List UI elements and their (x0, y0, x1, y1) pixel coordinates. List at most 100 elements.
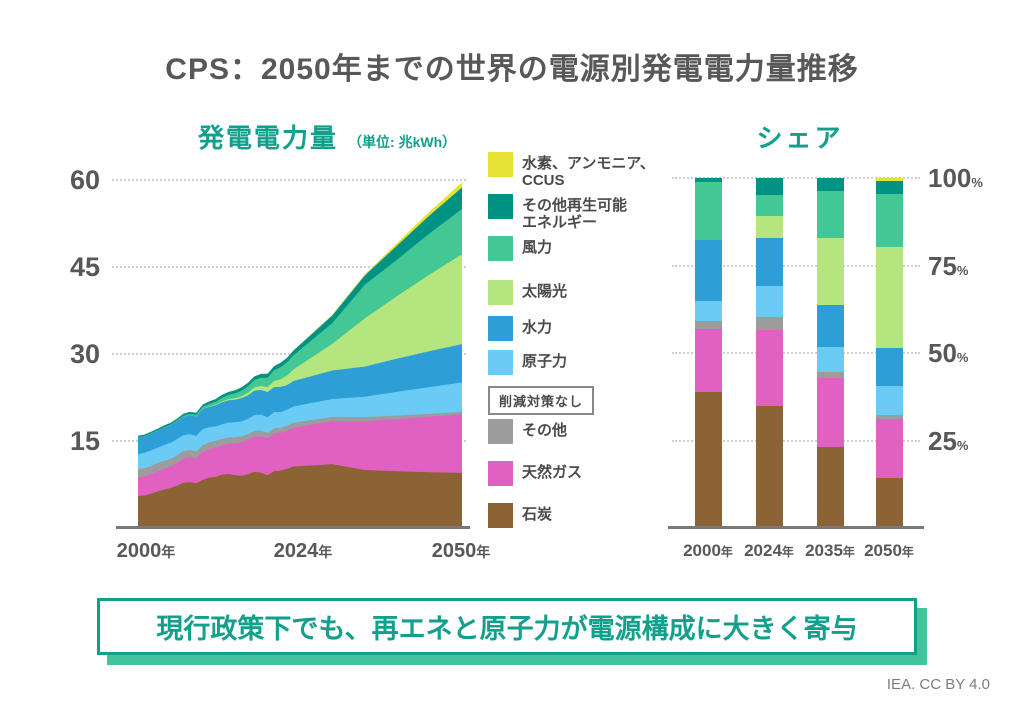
legend-item-coal: 石炭 (488, 503, 552, 528)
share-xtick-2035-value: 2035 (805, 541, 843, 560)
legend-label-hydrogen: 水素、アンモニア、 CCUS (522, 155, 655, 189)
share-bar-2024-segment-wind (756, 194, 783, 217)
share-bar-2050-segment-nuclear (876, 385, 903, 415)
share-xtick-2050-unit: 年 (901, 545, 914, 559)
solar-swatch (488, 280, 513, 305)
share-chart-title: シェア (756, 123, 844, 153)
legend-item-hydrogen: 水素、アンモニア、 CCUS (488, 152, 655, 189)
share-xtick-2024-value: 2024 (744, 541, 782, 560)
share-ytick-25-unit: % (956, 437, 969, 453)
share-gridline-50 (672, 352, 920, 354)
share-bar-2000-segment-coal (695, 391, 722, 528)
share-ytick-75-unit: % (956, 262, 969, 278)
share-ytick-100-value: 100 (928, 163, 972, 193)
share-ytick-50-unit: % (956, 350, 969, 365)
ytick-45: 45 (69, 252, 100, 282)
hydrogen-swatch (488, 152, 513, 177)
legend-label-wind: 風力 (522, 239, 553, 256)
share-bar-2000-segment-other (695, 321, 722, 330)
share-bar-2000-segment-other_renewables (695, 178, 722, 182)
share-bar-2000-segment-gas (695, 329, 722, 392)
legend-item-other_renewables: その他再生可能 エネルギー (488, 194, 627, 231)
share-xtick-2000-unit: 年 (720, 545, 733, 559)
share-bar-2050-segment-hydro (876, 347, 903, 386)
generation-area-chart (138, 182, 462, 529)
legend-label-hydro: 水力 (522, 319, 553, 336)
share-bar-2035-segment-other (817, 372, 844, 379)
share-bar-2024-segment-gas (756, 329, 783, 406)
legend-item-other: その他 (488, 419, 567, 444)
share-gridline-75 (672, 264, 920, 267)
share-bar-2035-segment-solar (817, 238, 844, 306)
share-ytick-50-value: 50 (928, 338, 957, 368)
share-bar-2050-segment-wind (876, 193, 903, 248)
share-gridline-25 (672, 439, 920, 442)
generation-xtick-2000-value: 2000 (116, 540, 162, 562)
share-bar-2024-segment-coal (756, 405, 783, 528)
share-ytick-25-value: 25 (928, 425, 957, 456)
generation-chart-unit: （単位: 兆kWh） (348, 134, 457, 150)
share-chart-baseline (668, 526, 924, 529)
share-bar-2035-segment-coal (817, 446, 844, 528)
share-xtick-2000-value: 2000 (683, 541, 721, 560)
legend-label-nuclear: 原子力 (522, 353, 568, 370)
share-bar-2050 (876, 178, 903, 528)
legend-label-solar: 太陽光 (522, 283, 568, 300)
share-xtick-2024-unit: 年 (781, 545, 794, 559)
generation-xtick-2000: 2000年 (101, 540, 191, 563)
share-ytick-75: 75% (928, 250, 998, 287)
share-bar-2000-segment-wind (695, 181, 722, 240)
share-xtick-2024: 2024年 (734, 541, 804, 561)
legend-item-hydro: 水力 (488, 316, 552, 341)
share-bar-2035-segment-other_renewables (817, 178, 844, 191)
key-message-banner: 現行政策下でも、再エネと原子力が電源構成に大きく寄与 (97, 598, 917, 655)
legend-label-other_renewables: その他再生可能 エネルギー (522, 197, 628, 231)
hydro-swatch (488, 316, 513, 341)
share-bar-2024-segment-nuclear (756, 285, 783, 318)
source-credit: IEA. CC BY 4.0 (886, 676, 990, 693)
area-layer-coal (138, 464, 462, 528)
share-ytick-50: 50% (928, 337, 998, 374)
share-bar-2035-segment-gas (817, 378, 844, 447)
generation-chart-title: 発電電力量 (198, 123, 339, 153)
gridline-60 (112, 179, 466, 181)
generation-xtick-2024-value: 2024 (273, 540, 319, 562)
generation-xtick-2000-unit: 年 (161, 544, 176, 560)
share-bar-2024 (756, 178, 783, 528)
page-title: CPS：2050年までの世界の電源別発電電力量推移 (165, 53, 859, 86)
generation-xtick-2050-unit: 年 (476, 544, 491, 560)
ytick-30: 30 (69, 339, 100, 369)
share-xtick-2050: 2050年 (854, 541, 924, 561)
legend-label-coal: 石炭 (522, 506, 553, 523)
gridline-45 (112, 266, 466, 268)
gridline-30 (112, 353, 466, 355)
share-bar-2035-segment-hydro (817, 305, 844, 348)
share-bar-2050-segment-other_renewables (876, 180, 903, 194)
nuclear-swatch (488, 350, 513, 375)
share-gridline-100 (672, 177, 920, 179)
legend-item-wind: 風力 (488, 236, 552, 261)
share-xtick-2035-unit: 年 (842, 545, 855, 559)
share-bar-2050-segment-hydrogen (876, 178, 903, 181)
share-bar-2035-segment-nuclear (817, 347, 844, 373)
share-bar-2024-segment-other (756, 317, 783, 330)
share-bar-2024-segment-other_renewables (756, 178, 783, 195)
share-xtick-2000: 2000年 (673, 541, 743, 561)
legend-item-solar: 太陽光 (488, 280, 567, 305)
legend-item-nuclear: 原子力 (488, 350, 567, 375)
share-bar-2024-segment-solar (756, 216, 783, 238)
share-bar-2000-segment-hydro (695, 239, 722, 302)
share-ytick-100-unit: % (971, 175, 983, 190)
generation-xtick-2050: 2050年 (416, 540, 506, 563)
generation-xtick-2024-unit: 年 (318, 544, 333, 560)
generation-xtick-2050-value: 2050 (431, 540, 477, 562)
coal-swatch (488, 503, 513, 528)
share-ytick-100: 100% (928, 162, 998, 199)
share-bar-2000-segment-nuclear (695, 301, 722, 322)
generation-chart-baseline (116, 526, 470, 529)
share-ytick-75-value: 75 (928, 250, 957, 281)
legend-label-gas: 天然ガス (522, 464, 583, 481)
share-bar-2035 (817, 178, 844, 528)
share-xtick-2035: 2035年 (795, 541, 865, 561)
